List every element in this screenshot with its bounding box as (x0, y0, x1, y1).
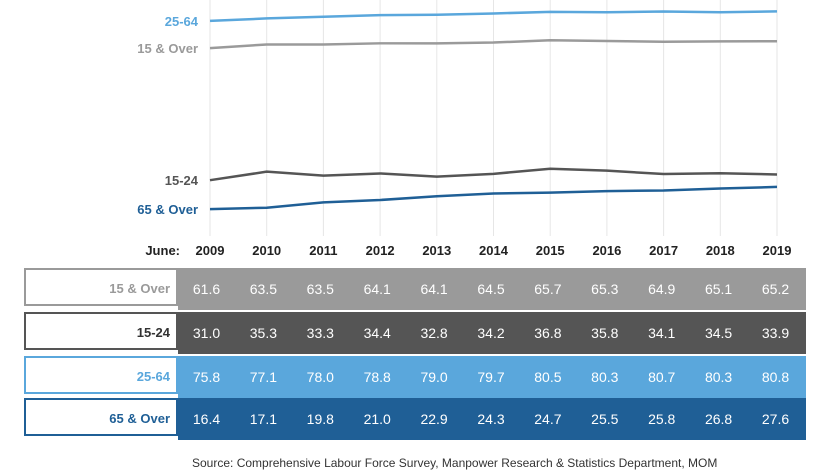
table-cell: 21.0 (349, 398, 406, 440)
table-cell: 35.8 (576, 312, 633, 354)
x-tick-label: 2015 (536, 243, 565, 258)
x-tick-label: 2016 (592, 243, 621, 258)
table-cell: 16.4 (178, 398, 235, 440)
table-cell: 61.6 (178, 268, 235, 310)
line-chart: 25-64 15 & Over 15-24 65 & Over June: 2009 201… (0, 0, 830, 262)
table-cell: 25.8 (633, 398, 690, 440)
table-cell: 63.5 (235, 268, 292, 310)
table-cell: 78.0 (292, 356, 349, 398)
table-cell: 65.7 (519, 268, 576, 310)
series-label: 25-64 (165, 14, 199, 29)
table-cell: 33.3 (292, 312, 349, 354)
x-tick-label: 2009 (196, 243, 225, 258)
table-cell: 17.1 (235, 398, 292, 440)
table-cell: 65.1 (690, 268, 747, 310)
table-cell: 77.1 (235, 356, 292, 398)
row-label: 15 & Over (24, 268, 178, 306)
row-label: 65 & Over (24, 398, 178, 436)
table-cell: 75.8 (178, 356, 235, 398)
x-tick-label: 2017 (649, 243, 678, 258)
table-cell: 34.5 (690, 312, 747, 354)
x-tick-label: 2019 (763, 243, 792, 258)
table-cell: 31.0 (178, 312, 235, 354)
table-cell: 34.4 (349, 312, 406, 354)
table-cell: 65.2 (747, 268, 804, 310)
table-cell: 78.8 (349, 356, 406, 398)
x-tick-label: 2014 (479, 243, 509, 258)
table-cell: 79.7 (463, 356, 520, 398)
table-cell: 65.3 (576, 268, 633, 310)
table-cell: 34.1 (633, 312, 690, 354)
x-tick-label: 2010 (252, 243, 281, 258)
table-cell: 64.9 (633, 268, 690, 310)
table-cell: 36.8 (519, 312, 576, 354)
table-cell: 80.8 (747, 356, 804, 398)
row-label: 15-24 (24, 312, 178, 350)
table-cell: 22.9 (406, 398, 463, 440)
table-cell: 35.3 (235, 312, 292, 354)
table-cell: 64.1 (349, 268, 406, 310)
series-label: 15-24 (165, 173, 199, 188)
x-axis-prefix: June: (145, 243, 180, 258)
table-cell: 80.7 (633, 356, 690, 398)
series-label: 65 & Over (137, 202, 198, 217)
table-cell: 24.7 (519, 398, 576, 440)
table-cell: 27.6 (747, 398, 804, 440)
row-label: 25-64 (24, 356, 178, 394)
table-cell: 64.5 (463, 268, 520, 310)
table-cell: 64.1 (406, 268, 463, 310)
x-tick-label: 2012 (366, 243, 395, 258)
table-cell: 79.0 (406, 356, 463, 398)
x-tick-label: 2013 (422, 243, 451, 258)
table-cell: 32.8 (406, 312, 463, 354)
table-cell: 25.5 (576, 398, 633, 440)
table-cell: 26.8 (690, 398, 747, 440)
table-cell: 63.5 (292, 268, 349, 310)
x-tick-label: 2018 (706, 243, 735, 258)
table-cell: 34.2 (463, 312, 520, 354)
table-cell: 80.3 (576, 356, 633, 398)
series-label: 15 & Over (137, 41, 198, 56)
table-cell: 80.5 (519, 356, 576, 398)
table-cell: 24.3 (463, 398, 520, 440)
x-tick-label: 2011 (309, 243, 337, 258)
table-cell: 19.8 (292, 398, 349, 440)
table-cell: 80.3 (690, 356, 747, 398)
table-cell: 33.9 (747, 312, 804, 354)
